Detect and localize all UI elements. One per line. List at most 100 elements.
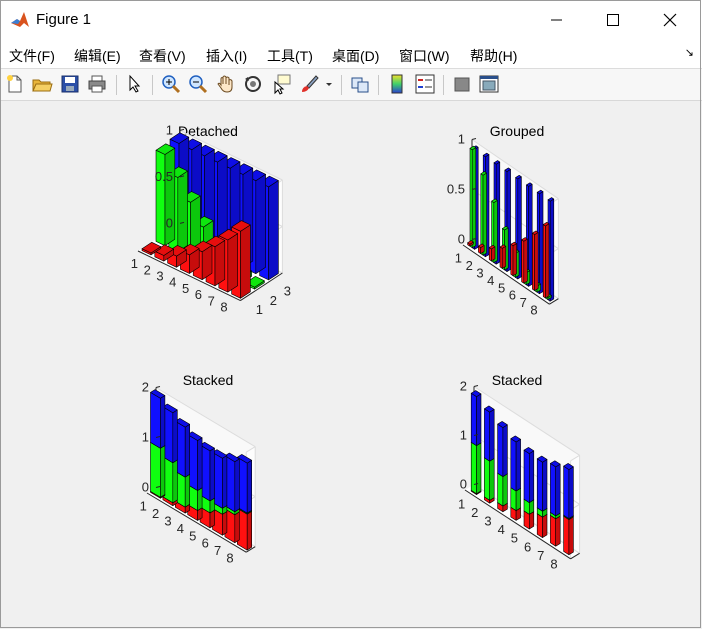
y-axis-line	[549, 298, 559, 305]
bar-front-face	[550, 515, 557, 547]
menu-help[interactable]: 帮助(H)	[470, 48, 518, 64]
x-tick-label: 1	[458, 496, 465, 511]
bar-top-face	[484, 405, 495, 413]
bar-side-face	[197, 487, 203, 511]
grid-line	[179, 129, 283, 181]
zoom-out-icon[interactable]	[187, 73, 209, 95]
bar-group	[470, 390, 574, 556]
pan-hand-icon[interactable]	[215, 73, 237, 95]
bar-side-face	[471, 147, 477, 249]
bar-blue	[536, 455, 548, 512]
bar-side-face	[246, 510, 252, 551]
data-cursor-icon[interactable]	[270, 73, 292, 95]
menu-file[interactable]: 文件(F)	[9, 48, 55, 64]
minimize-button[interactable]	[534, 0, 580, 40]
link-plot-icon[interactable]	[349, 73, 371, 95]
open-file-icon[interactable]	[31, 73, 53, 95]
bar-top-face	[150, 389, 166, 399]
bar-blue	[536, 189, 544, 295]
bar-side-face	[177, 170, 188, 253]
z-tick-label: 0.5	[447, 182, 465, 197]
bar-side-face	[160, 395, 166, 449]
bar-side-face	[227, 233, 238, 293]
x-tick-label: 2	[152, 506, 159, 521]
bar-side-face	[542, 459, 548, 512]
menu-tools[interactable]: 工具(T)	[267, 48, 313, 64]
bar-top-face	[532, 230, 539, 235]
x-tick-label: 1	[131, 256, 138, 271]
bar-top-face	[231, 220, 251, 232]
x-tick-label: 6	[524, 539, 531, 554]
brush-dropdown-icon[interactable]	[322, 73, 336, 95]
brush-icon[interactable]	[298, 73, 320, 95]
bar-green	[480, 171, 487, 256]
x-tick-label: 7	[537, 548, 544, 563]
legend-icon[interactable]	[414, 73, 436, 95]
bar-side-face	[160, 445, 166, 498]
maximize-icon	[607, 14, 619, 26]
bar-side-face	[172, 459, 178, 504]
dock-figure-icon[interactable]: ↘	[684, 47, 694, 59]
bar-side-face	[489, 409, 495, 462]
bar-front-face	[499, 246, 503, 269]
z-tick-label: 1	[458, 132, 465, 147]
print-icon[interactable]	[86, 73, 108, 95]
maximize-button[interactable]	[590, 0, 636, 40]
bar-top-face	[224, 452, 240, 463]
hide-plot-tools-icon[interactable]	[451, 73, 473, 95]
x-tick-label: 2	[466, 258, 473, 273]
close-button[interactable]	[647, 0, 693, 40]
show-plot-tools-icon[interactable]	[478, 73, 500, 95]
rotate-3d-icon[interactable]	[242, 73, 264, 95]
bar-blue	[224, 452, 240, 513]
new-figure-icon[interactable]	[4, 73, 26, 95]
z-tick-mark	[179, 175, 185, 178]
minimize-icon	[551, 19, 562, 21]
menu-desktop[interactable]: 桌面(D)	[332, 48, 380, 64]
bar-side-face	[184, 423, 190, 478]
bar-side-face	[502, 424, 508, 477]
bar-top-face	[491, 198, 498, 203]
menu-window[interactable]: 窗口(W)	[399, 48, 450, 64]
x-tick-label: 7	[208, 293, 215, 308]
bar-side-face	[555, 463, 561, 517]
bar-group	[467, 145, 555, 302]
x-tick-label: 3	[476, 266, 483, 281]
bar-top-face	[162, 403, 178, 414]
y-tick-label: 3	[284, 284, 291, 299]
z-tick-label: 0	[166, 215, 173, 230]
bar-front-face	[563, 515, 570, 556]
bar-front-face	[536, 513, 543, 538]
bar-front-face	[480, 173, 484, 256]
colorbar-icon[interactable]	[386, 73, 408, 95]
z-tick-label: 1	[166, 122, 173, 137]
zoom-in-icon[interactable]	[160, 73, 182, 95]
bar-top-face	[526, 182, 533, 187]
bar-group	[141, 132, 279, 299]
axes-box	[464, 386, 581, 560]
chart-title: Stacked	[492, 372, 543, 388]
bar-front-face	[510, 487, 517, 511]
bar-red	[467, 240, 474, 247]
menu-insert[interactable]: 插入(I)	[206, 48, 248, 64]
bar-top-face	[542, 222, 550, 227]
bar-green	[470, 439, 482, 495]
save-icon[interactable]	[59, 73, 81, 95]
bar-front-face	[550, 463, 557, 517]
bar-side-face	[476, 393, 482, 446]
z-tick-label: 1	[460, 428, 467, 443]
menu-view[interactable]: 查看(V)	[139, 48, 186, 64]
menu-edit[interactable]: 编辑(E)	[74, 48, 121, 64]
bar-top-face	[502, 226, 509, 231]
bar-group	[150, 389, 252, 551]
bar-green	[155, 143, 176, 246]
select-arrow-icon[interactable]	[123, 73, 145, 95]
bar-side-face	[240, 224, 251, 299]
bar-side-face	[268, 180, 279, 281]
bar-top-face	[482, 152, 490, 158]
bar-red	[521, 237, 528, 284]
bar-front-face	[532, 232, 535, 291]
bar-top-face	[212, 449, 228, 459]
chart-title: Detached	[178, 123, 238, 139]
